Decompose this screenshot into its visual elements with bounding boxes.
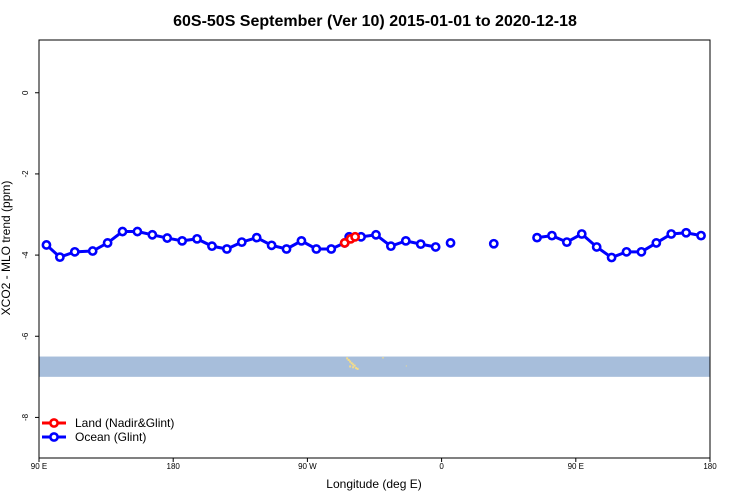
land-fragment: [355, 367, 358, 370]
ocean-series-line: [536, 231, 702, 260]
ocean-data-point: [561, 237, 572, 248]
y-tick-label: -8: [21, 413, 30, 421]
ocean-data-point: [221, 244, 232, 254]
x-tick-label: 90 W: [298, 462, 317, 471]
ocean-data-point: [251, 232, 262, 243]
ocean-data-point: [311, 244, 322, 254]
land-fragment: [350, 362, 353, 365]
ocean-data-point: [296, 235, 307, 246]
legend: Land (Nadir&Glint)Ocean (Glint): [42, 416, 174, 444]
y-tick-label: -6: [21, 332, 30, 340]
land-fragment: [356, 367, 359, 370]
ocean-data-point: [326, 244, 337, 254]
ocean-data-point: [132, 226, 143, 237]
plot-frame: [38, 39, 711, 459]
y-tick-label: -2: [21, 170, 30, 178]
y-axis: 0 -2 -4 -6 -8: [21, 90, 39, 421]
y-tick-label: 0: [21, 90, 30, 95]
land-fragment: [381, 357, 384, 359]
legend-marker: [49, 432, 59, 442]
ocean-data-point: [177, 235, 188, 246]
ocean-data-point: [666, 229, 677, 239]
ocean-data-point: [621, 246, 632, 257]
ocean-data-point: [87, 246, 98, 256]
ocean-data-point: [236, 237, 247, 248]
ocean-data-point: [532, 232, 542, 243]
ocean-data-point: [54, 252, 65, 263]
ocean-data-point: [41, 240, 52, 250]
land-fragment: [352, 363, 355, 366]
ocean-data-point: [696, 230, 706, 241]
ocean-data-point: [371, 229, 381, 240]
land-fragment: [346, 357, 349, 360]
ocean-data-point: [281, 244, 292, 254]
ocean-data-point: [488, 238, 499, 249]
land-fragment: [352, 366, 355, 369]
ocean-data-point: [430, 242, 441, 252]
ocean-data-point: [400, 235, 411, 246]
series-layer: [41, 226, 706, 263]
ocean-data-point: [591, 242, 602, 252]
x-axis-label: Longitude (deg E): [326, 477, 421, 491]
legend-label: Land (Nadir&Glint): [75, 416, 174, 430]
land-fragment: [353, 364, 356, 367]
ocean-data-point: [636, 246, 647, 257]
ocean-data-point: [415, 239, 426, 250]
x-tick-label: 180: [703, 462, 717, 471]
land-data-point: [350, 231, 361, 242]
land-fragment: [349, 365, 352, 368]
ocean-data-point: [266, 240, 277, 251]
y-axis-label: XCO2 - MLO trend (ppm): [0, 181, 13, 316]
ocean-data-point: [576, 229, 587, 239]
ocean-data-point: [386, 241, 396, 252]
plot-area: [39, 226, 710, 377]
ocean-data-point: [651, 238, 662, 248]
x-tick-label: 0: [439, 462, 444, 471]
ocean-data-point: [162, 233, 173, 243]
ocean-data-point: [606, 252, 617, 263]
chart-title: 60S-50S September (Ver 10) 2015-01-01 to…: [173, 13, 577, 30]
legend-marker: [49, 418, 59, 428]
ocean-data-point: [681, 227, 692, 238]
x-tick-label: 90 E: [568, 462, 584, 471]
ocean-data-point: [117, 226, 128, 237]
ocean-data-point: [147, 229, 158, 240]
land-fragment: [405, 365, 407, 367]
x-tick-label: 180: [167, 462, 181, 471]
ocean-series-line: [45, 230, 436, 259]
ocean-data-point: [69, 246, 80, 257]
land-fragment: [349, 360, 352, 363]
ocean-data-point: [102, 238, 113, 248]
ocean-band: [39, 356, 710, 377]
y-tick-label: -4: [21, 251, 30, 259]
land-fragment: [347, 358, 350, 361]
ocean-data-point: [445, 238, 456, 248]
x-axis: 90 E 180 90 W 0 90 E 180: [31, 458, 717, 471]
x-tick-label: 90 E: [31, 462, 47, 471]
ocean-data-point: [192, 233, 202, 244]
ocean-data-point: [207, 241, 217, 252]
legend-label: Ocean (Glint): [75, 430, 146, 444]
ocean-data-point: [547, 230, 557, 241]
